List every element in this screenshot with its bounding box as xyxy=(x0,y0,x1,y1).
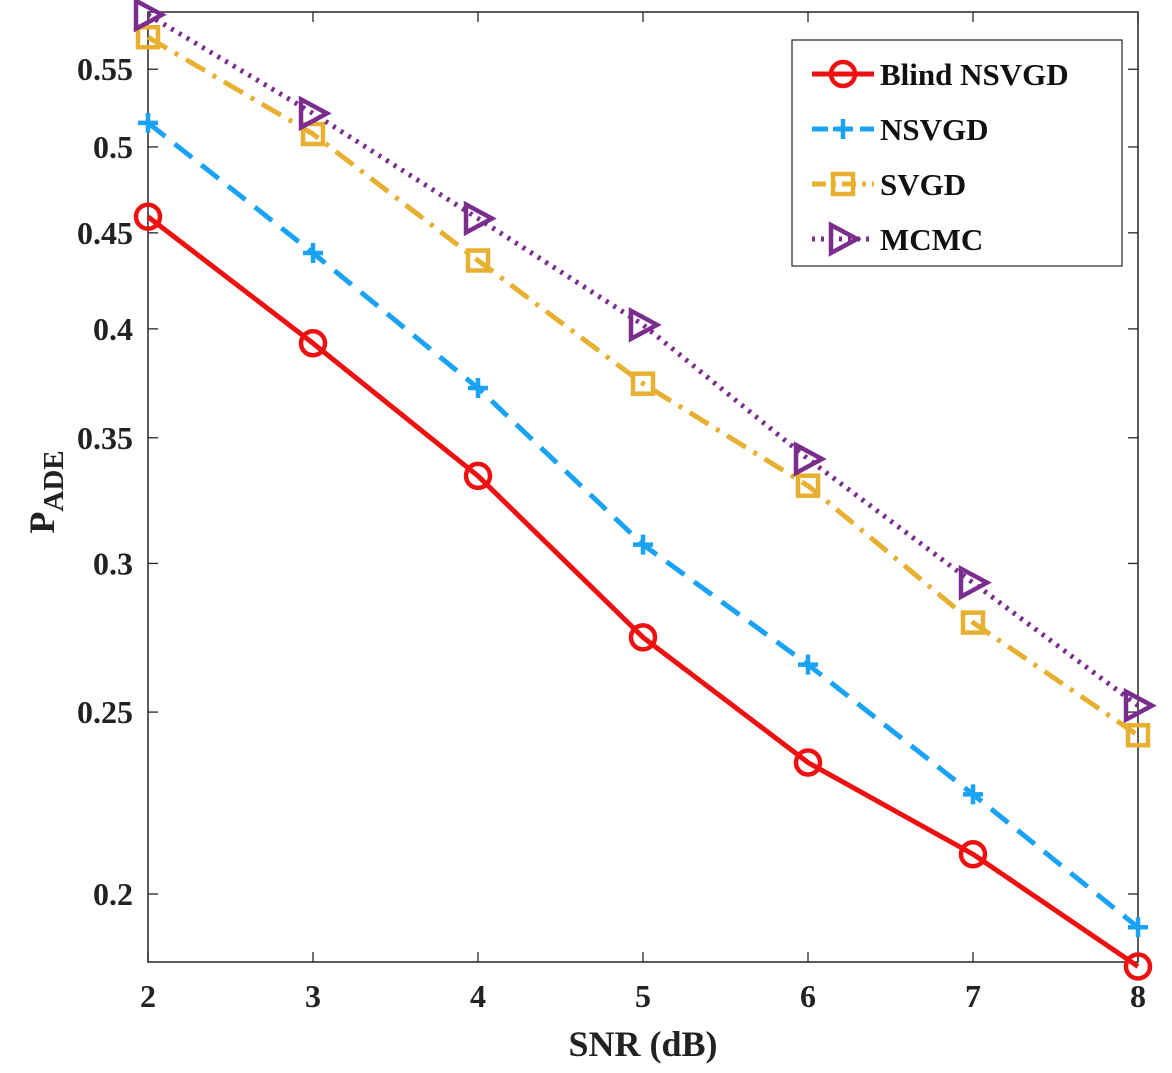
series-blind-nsvgd xyxy=(133,202,1153,981)
data-point-nsvgd xyxy=(633,534,653,555)
data-point-svgd xyxy=(630,371,656,396)
data-point-mcmc xyxy=(958,564,992,601)
legend-marker-mcmc xyxy=(828,221,862,257)
data-point-mcmc xyxy=(463,200,497,237)
y-tick-label: 0.45 xyxy=(77,215,133,251)
legend-label-svgd: SVGD xyxy=(880,167,966,202)
x-tick-label: 5 xyxy=(635,978,651,1014)
tick-marks xyxy=(147,12,1139,962)
data-point-svgd xyxy=(465,248,491,273)
data-point-nsvgd xyxy=(468,378,488,399)
data-point-svgd xyxy=(960,610,986,635)
y-tick-label: 0.2 xyxy=(93,876,133,912)
x-tick-label: 3 xyxy=(305,978,321,1014)
data-point-blind-nsvgd xyxy=(133,202,163,231)
x-tick-label: 6 xyxy=(800,978,816,1014)
data-point-blind-nsvgd xyxy=(298,329,328,358)
data-point-blind-nsvgd xyxy=(628,623,658,652)
data-point-mcmc xyxy=(1123,687,1157,724)
legend-label-blind-nsvgd: Blind NSVGD xyxy=(880,57,1069,92)
data-point-nsvgd xyxy=(303,243,323,264)
legend-item-blind-nsvgd: Blind NSVGD xyxy=(812,57,1069,92)
legend-item-nsvgd: NSVGD xyxy=(812,112,989,147)
x-tick-label: 4 xyxy=(470,978,486,1014)
data-point-nsvgd xyxy=(138,112,158,133)
data-point-nsvgd xyxy=(963,784,983,805)
series-layer xyxy=(133,0,1157,981)
y-tick-label: 0.4 xyxy=(93,311,133,347)
data-point-mcmc xyxy=(793,441,827,477)
legend-item-mcmc: MCMC xyxy=(812,221,983,257)
svg-text:PADE: PADE xyxy=(22,450,70,533)
data-point-mcmc xyxy=(298,95,332,132)
y-tick-label: 0.55 xyxy=(77,51,133,87)
data-point-blind-nsvgd xyxy=(958,839,988,869)
y-axis-label-sub: ADE xyxy=(38,450,70,511)
data-point-svgd xyxy=(135,25,161,50)
legend-marker-blind-nsvgd xyxy=(828,59,858,89)
legend-label-nsvgd: NSVGD xyxy=(880,112,989,147)
x-tick-label: 2 xyxy=(140,978,156,1014)
y-tick-label: 0.3 xyxy=(93,545,133,581)
y-tick-label: 0.25 xyxy=(77,694,133,730)
data-point-svgd xyxy=(795,473,821,498)
x-axis-label: SNR (dB) xyxy=(568,1024,717,1064)
data-point-svgd xyxy=(1125,722,1151,748)
series-nsvgd xyxy=(138,112,1148,938)
y-tick-labels: 0.2 0.25 0.3 0.35 0.4 0.45 0.5 0.55 xyxy=(77,51,133,912)
series-svgd xyxy=(135,25,1151,748)
data-point-svgd xyxy=(300,121,326,147)
y-axis-label-main: P xyxy=(22,512,62,534)
x-tick-labels: 2 3 4 5 6 7 8 xyxy=(140,978,1146,1014)
data-point-blind-nsvgd xyxy=(1123,952,1153,981)
data-point-blind-nsvgd xyxy=(793,748,823,777)
data-point-blind-nsvgd xyxy=(463,461,493,491)
data-point-nsvgd xyxy=(798,654,818,675)
legend-label-mcmc: MCMC xyxy=(880,222,983,257)
series-line-blind-nsvgd xyxy=(146,214,1140,969)
legend-marker-svgd xyxy=(830,171,856,197)
x-tick-label: 8 xyxy=(1130,978,1146,1014)
data-point-mcmc xyxy=(628,307,662,343)
data-point-nsvgd xyxy=(1128,917,1148,938)
y-tick-label: 0.5 xyxy=(93,129,133,165)
data-point-mcmc xyxy=(133,0,167,33)
series-mcmc xyxy=(133,0,1157,724)
series-line-svgd xyxy=(146,35,1140,738)
legend-marker-nsvgd xyxy=(833,119,853,139)
legend: Blind NSVGD NSVGD SVGD MCMC xyxy=(791,39,1123,267)
y-tick-label: 0.35 xyxy=(77,420,133,456)
legend-item-svgd: SVGD xyxy=(812,167,966,202)
legend-box xyxy=(791,39,1123,267)
x-tick-label: 7 xyxy=(965,978,981,1014)
y-axis-label: PADE xyxy=(22,450,70,533)
